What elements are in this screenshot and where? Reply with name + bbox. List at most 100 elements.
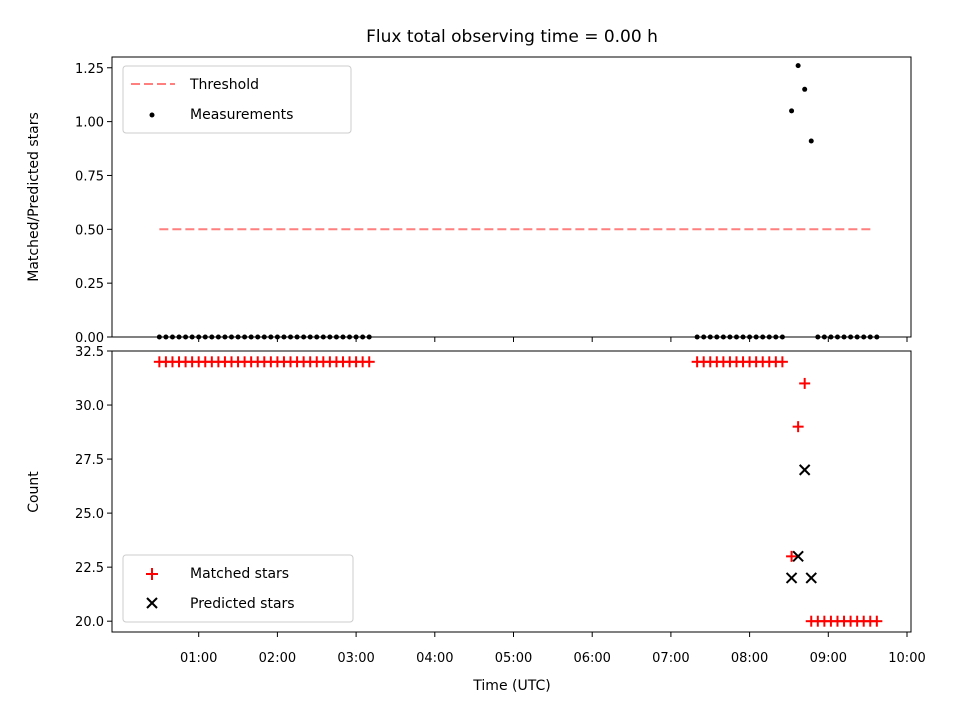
predicted-star-point [798, 464, 811, 476]
measurement-point [327, 334, 333, 340]
top-y-ticks: 0.00 0.25 0.50 0.75 1.00 1.25 [75, 62, 112, 346]
predicted-star-point [805, 572, 817, 584]
legend-threshold-label: Threshold [189, 77, 259, 93]
x-tick-label: 07:00 [652, 651, 689, 666]
x-tick-label: 05:00 [495, 651, 532, 666]
measurement-point [789, 108, 795, 114]
measurement-point [222, 334, 228, 340]
measurement-point [261, 334, 267, 340]
bottom-panel: 20.0 22.5 25.0 27.5 30.0 32.5 01:00 02:00 03:00… [26, 345, 926, 694]
measurement-point [340, 334, 346, 340]
measurement-point [808, 138, 814, 144]
measurement-point [333, 334, 339, 340]
bottom-x-ticks: 01:00 02:00 03:00 04:00 05:00 06:00 07:00 08:00… [180, 632, 926, 666]
x-axis-label: Time (UTC) [472, 678, 550, 694]
measurement-point [235, 334, 241, 340]
top-y-tick-label: 1.25 [75, 62, 104, 77]
top-y-tick-label: 0.75 [75, 169, 104, 184]
legend-matched-swatch [146, 568, 158, 580]
measurement-point [163, 334, 169, 340]
measurement-point [156, 334, 162, 340]
measurement-point [314, 334, 320, 340]
x-tick-label: 08:00 [731, 651, 768, 666]
measurement-point [307, 334, 313, 340]
bottom-y-tick-label: 20.0 [75, 615, 104, 630]
predicted-star-point [792, 550, 804, 563]
measurement-point [176, 334, 182, 340]
cross-b [805, 572, 817, 584]
bottom-y-tick-label: 22.5 [75, 561, 104, 576]
measurement-point [366, 334, 372, 340]
legend-predicted-swatch [146, 597, 158, 609]
measurement-point [183, 334, 189, 340]
measurement-point [802, 86, 808, 92]
measurement-point [841, 334, 847, 340]
x-tick-label: 09:00 [810, 651, 847, 666]
measurement-point [874, 334, 880, 340]
measurement-point [202, 334, 208, 340]
measurement-point [733, 334, 739, 340]
measurement-point [255, 334, 261, 340]
measurement-point [360, 334, 366, 340]
measurement-point [169, 334, 175, 340]
bottom-legend: Matched stars Predicted stars [122, 554, 354, 623]
matched-star-point [786, 550, 798, 562]
top-marks [156, 63, 880, 340]
measurement-point [795, 63, 801, 69]
x-tick-label: 01:00 [180, 651, 217, 666]
measurement-point [760, 334, 766, 340]
measurement-point [268, 334, 274, 340]
measurement-point [848, 334, 854, 340]
measurement-point [294, 334, 300, 340]
measurement-point [301, 334, 307, 340]
top-x-ticks [198, 337, 908, 342]
measurement-point [821, 334, 827, 340]
top-y-tick-label: 0.50 [75, 223, 104, 238]
x-tick-label: 04:00 [416, 651, 453, 666]
measurement-point [773, 334, 779, 340]
measurement-point [228, 334, 234, 340]
measurement-point [242, 334, 248, 340]
top-y-tick-label: 0.25 [75, 277, 104, 292]
bottom-y-axis-label: Count [26, 471, 42, 513]
matched-star-point [776, 356, 788, 368]
bottom-legend-box [122, 554, 354, 623]
legend-measurements-swatch [149, 112, 155, 118]
measurement-point [320, 334, 326, 340]
measurement-point [694, 334, 700, 340]
measurement-point [281, 334, 287, 340]
matched-star-point [871, 615, 883, 627]
top-legend-box [122, 65, 352, 134]
cross-b [792, 550, 804, 563]
measurement-point [834, 334, 840, 340]
x-tick-label: 06:00 [573, 651, 610, 666]
legend-predicted-label: Predicted stars [190, 596, 295, 612]
top-y-axis-label: Matched/Predicted stars [26, 112, 42, 282]
measurement-point [828, 334, 834, 340]
measurement-point [815, 334, 821, 340]
measurement-point [189, 334, 195, 340]
measurement-point [727, 334, 733, 340]
bottom-marks [153, 356, 883, 627]
measurement-point [740, 334, 746, 340]
top-y-tick-label: 0.00 [75, 331, 104, 346]
measurement-point [347, 334, 353, 340]
measurement-point [714, 334, 720, 340]
bottom-y-tick-label: 30.0 [75, 399, 104, 414]
legend-matched-label: Matched stars [190, 566, 289, 582]
measurement-point [779, 334, 785, 340]
measurement-point [867, 334, 873, 340]
measurement-point [753, 334, 759, 340]
measurement-point [720, 334, 726, 340]
matched-star-point [363, 356, 375, 368]
x-tick-label: 10:00 [888, 651, 925, 666]
matched-star-point [792, 421, 804, 433]
measurement-point [861, 334, 867, 340]
cross-b [798, 464, 811, 476]
measurement-point [215, 334, 221, 340]
bottom-y-tick-label: 32.5 [75, 345, 104, 360]
measurement-point [288, 334, 294, 340]
measurement-point [701, 334, 707, 340]
bottom-y-tick-label: 25.0 [75, 507, 104, 522]
